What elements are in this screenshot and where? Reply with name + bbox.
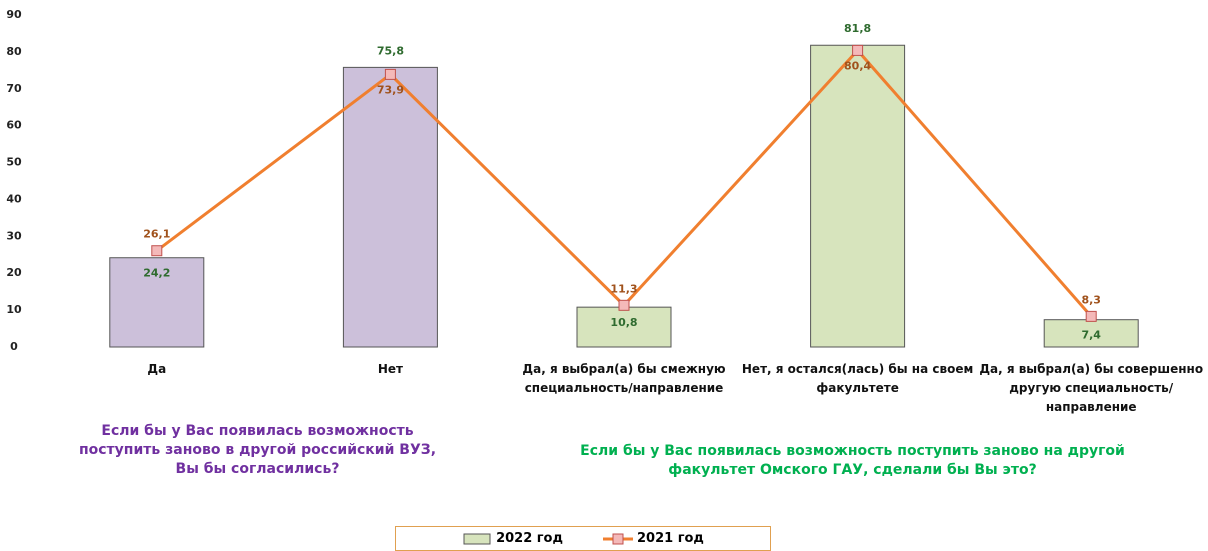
legend-item: 2021 год xyxy=(603,531,704,546)
bar xyxy=(1043,319,1139,348)
line-value-label: 80,4 xyxy=(844,59,871,72)
annotation: Если бы у Вас появилась возможность пост… xyxy=(580,443,1125,478)
y-tick-label: 10 xyxy=(6,303,22,316)
y-tick-label: 70 xyxy=(6,82,22,95)
legend-marker xyxy=(612,533,624,544)
line-value-label: 73,9 xyxy=(377,83,404,96)
y-tick-label: 0 xyxy=(10,340,18,353)
legend-swatch-rect xyxy=(463,533,491,544)
y-tick-label: 90 xyxy=(6,8,22,21)
y-tick-label: 40 xyxy=(6,192,22,205)
y-tick-label: 20 xyxy=(6,266,22,279)
legend-swatch xyxy=(603,533,633,544)
annotation: Если бы у Вас появилась возможность пост… xyxy=(78,423,437,477)
y-tick-label: 30 xyxy=(6,229,22,242)
x-tick-label: Да, я выбрал(а) бы совершенно другую спе… xyxy=(979,362,1204,414)
bar-value-label: 81,8 xyxy=(844,22,871,35)
bar xyxy=(810,44,906,348)
x-tick-label: Да, я выбрал(а) бы смежную специальность… xyxy=(522,362,726,395)
bar-value-label: 75,8 xyxy=(377,44,404,57)
legend: 2022 год 2021 год xyxy=(395,526,771,551)
line-marker xyxy=(618,299,630,311)
x-tick-label: Нет xyxy=(377,362,403,376)
line-marker xyxy=(1085,310,1097,322)
bar xyxy=(342,66,438,348)
legend-swatch xyxy=(463,533,491,544)
line-value-label: 26,1 xyxy=(143,228,170,241)
y-tick-label: 60 xyxy=(6,119,22,132)
bar-value-label: 7,4 xyxy=(1081,329,1101,342)
bar-value-label: 10,8 xyxy=(610,316,637,329)
y-tick-label: 50 xyxy=(6,156,22,169)
bar-value-label: 24,2 xyxy=(143,267,170,280)
x-tick-label: Да xyxy=(147,362,167,376)
line xyxy=(155,48,1093,318)
y-tick-label: 80 xyxy=(6,45,22,58)
line-marker xyxy=(852,44,864,56)
x-tick-label: Нет, я остался(лась) бы на своем факульт… xyxy=(741,362,974,395)
line-value-label: 11,3 xyxy=(610,282,637,295)
legend-label: 2021 год xyxy=(637,531,704,546)
bar xyxy=(109,257,205,348)
line-value-label: 8,3 xyxy=(1081,293,1101,306)
line-marker xyxy=(384,68,396,80)
line-marker xyxy=(151,245,163,257)
legend-label: 2022 год xyxy=(496,531,563,546)
legend-item: 2022 год xyxy=(462,531,563,546)
